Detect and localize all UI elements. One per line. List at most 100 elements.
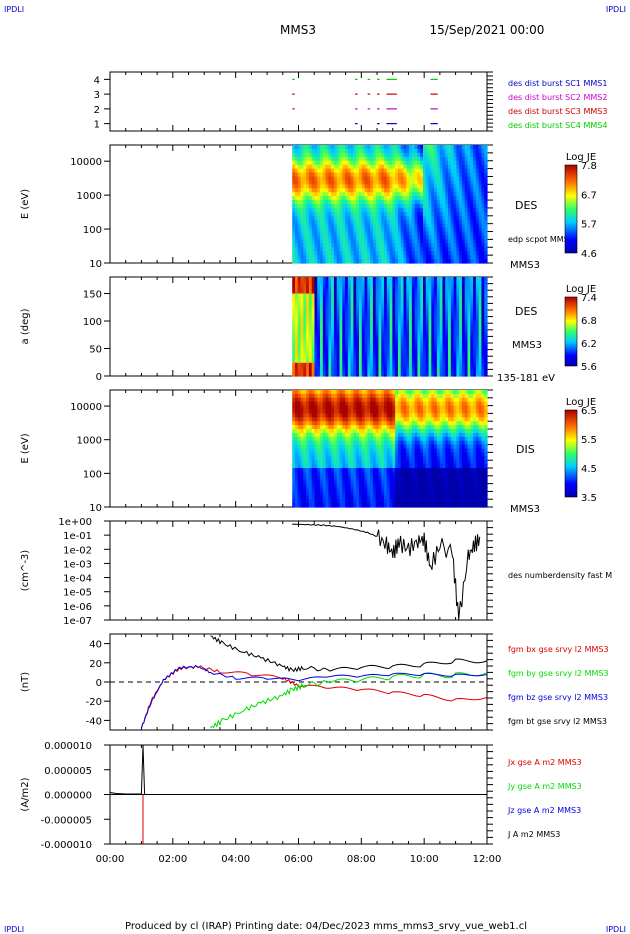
des-pitch-pixel	[342, 329, 346, 334]
des-pitch-pixel	[445, 303, 449, 308]
des-pitch-pixel	[345, 359, 349, 364]
des-pitch-pixel	[467, 277, 471, 281]
des-pitch-pixel	[436, 346, 441, 351]
des-energy-pixel	[484, 172, 488, 178]
des-pitch-pixel	[356, 349, 360, 354]
des-pitch-pixel	[322, 277, 327, 281]
des-pitch-pixel	[372, 329, 377, 334]
des-energy-pixel	[375, 164, 380, 170]
dis-energy-pixel	[314, 491, 318, 496]
des-pitch-pixel	[453, 359, 457, 364]
dis-energy-pixel	[328, 393, 332, 399]
des-pitch-pixel	[450, 356, 455, 361]
des-pitch-pixel	[384, 336, 388, 341]
des-pitch-pixel	[439, 346, 444, 351]
des-pitch-pixel	[361, 326, 366, 331]
des-pitch-pixel	[448, 277, 452, 281]
des-energy-pixel	[384, 192, 388, 197]
des-pitch-pixel	[375, 296, 380, 301]
des-pitch-pixel	[367, 352, 371, 357]
des-energy-pixel	[481, 192, 485, 197]
des-energy-pixel	[411, 247, 416, 252]
des-pitch-pixel	[322, 323, 327, 328]
des-pitch-pixel	[300, 339, 304, 344]
des-energy-pixel	[333, 164, 338, 170]
des-energy-pixel	[470, 200, 474, 205]
des-pitch-pixel	[395, 329, 399, 334]
dis-energy-pixel	[320, 456, 324, 461]
des-energy-pixel	[350, 188, 355, 193]
des-energy-pixel	[428, 223, 432, 229]
des-energy-pixel	[481, 160, 485, 166]
des-pitch-pixel	[436, 290, 441, 295]
des-energy-pixel	[297, 164, 302, 170]
des-energy-pixel	[342, 231, 346, 237]
des-energy-pixel	[411, 164, 416, 170]
des-energy-pixel	[358, 192, 363, 197]
dis-energy-pixel	[328, 444, 332, 450]
panel-frame-1	[109, 71, 488, 132]
dis-energy-pixel	[328, 417, 332, 422]
des-energy-pixel	[339, 207, 343, 213]
dis-energy-pixel	[308, 413, 313, 418]
des-pitch-pixel	[417, 333, 421, 337]
des-pitch-pixel	[384, 300, 388, 304]
dis-energy-pixel	[325, 503, 329, 508]
des-pitch-pixel	[461, 290, 466, 295]
des-energy-pixel	[378, 223, 382, 229]
des-energy-pixel	[336, 160, 341, 166]
dis-energy-pixel	[311, 444, 316, 450]
des-energy-pixel	[345, 145, 349, 150]
des-energy-pixel	[317, 152, 321, 158]
des-energy-pixel	[470, 255, 474, 260]
des-pitch-pixel	[409, 339, 413, 344]
des-energy-pixel	[434, 160, 438, 166]
dis-energy-pixel	[311, 417, 316, 422]
des-energy-pixel	[481, 219, 485, 225]
des-pitch-pixel	[461, 349, 466, 354]
des-energy-pixel	[431, 172, 435, 178]
des-energy-pixel	[478, 223, 483, 229]
des-energy-pixel	[350, 148, 355, 154]
des-energy-pixel	[464, 145, 469, 150]
des-pitch-pixel	[403, 310, 407, 314]
des-pitch-pixel	[464, 349, 469, 354]
des-energy-pixel	[473, 156, 477, 162]
des-pitch-pixel	[414, 369, 419, 374]
des-energy-pixel	[372, 227, 377, 233]
des-pitch-pixel	[372, 369, 377, 374]
des-energy-pixel	[294, 204, 299, 209]
des-pitch-pixel	[356, 319, 360, 324]
des-pitch-pixel	[358, 329, 363, 334]
des-pitch-pixel	[422, 362, 427, 367]
des-pitch-pixel	[445, 283, 449, 288]
des-energy-pixel	[475, 192, 480, 197]
des-pitch-pixel	[303, 349, 307, 354]
des-pitch-pixel	[372, 372, 377, 377]
des-pitch-pixel	[420, 293, 424, 298]
des-energy-pixel	[431, 219, 435, 225]
des-energy-pixel	[400, 176, 405, 181]
des-pitch-pixel	[364, 319, 368, 324]
des-pitch-pixel	[339, 369, 343, 374]
des-pitch-pixel	[470, 280, 474, 285]
des-energy-pixel	[411, 255, 416, 260]
des-energy-pixel	[467, 164, 471, 170]
des-pitch-pixel	[456, 359, 460, 364]
des-pitch-pixel	[484, 343, 488, 347]
des-energy-pixel	[411, 243, 416, 248]
dis-energy-pixel	[303, 452, 307, 457]
des-energy-pixel	[428, 247, 432, 252]
des-pitch-pixel	[361, 356, 366, 361]
des-energy-pixel	[481, 251, 485, 256]
des-pitch-pixel	[320, 280, 324, 285]
dis-energy-pixel	[320, 448, 324, 453]
des-energy-pixel	[450, 196, 455, 201]
des-energy-pixel	[297, 247, 302, 252]
des-pitch-pixel	[409, 316, 413, 321]
des-energy-pixel	[297, 259, 302, 264]
des-energy-pixel	[356, 196, 360, 201]
des-pitch-pixel	[417, 296, 421, 301]
des-pitch-pixel	[475, 316, 480, 321]
des-pitch-pixel	[445, 359, 449, 364]
